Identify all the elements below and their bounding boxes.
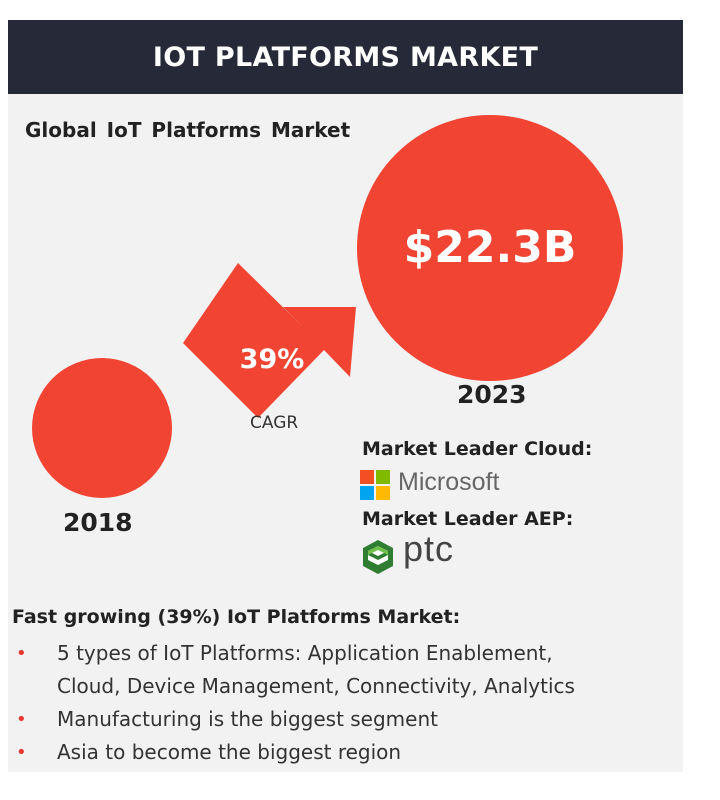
bullet-text: Manufacturing is the biggest segment <box>57 707 438 731</box>
ptc-wordmark: ptc <box>403 528 455 569</box>
bullet-text: 5 types of IoT Platforms: Application En… <box>57 641 553 665</box>
header-bar: IOT PLATFORMS MARKET <box>8 20 683 94</box>
microsoft-wordmark: Microsoft <box>398 468 500 496</box>
bullet-item: • Manufacturing is the biggest segment <box>12 703 662 736</box>
bullet-text: Cloud, Device Management, Connectivity, … <box>57 674 575 698</box>
bullet-dot-icon: • <box>16 742 27 763</box>
bullet-dot-icon: • <box>16 709 27 730</box>
bullet-text: Asia to become the biggest region <box>57 740 402 764</box>
market-leader-cloud-label: Market Leader Cloud: <box>362 438 593 460</box>
header-title: IOT PLATFORMS MARKET <box>152 41 539 73</box>
year-2018-label: 2018 <box>63 508 133 537</box>
year-2023-label: 2023 <box>457 380 527 409</box>
microsoft-logo-icon <box>360 470 390 500</box>
circle-2023 <box>357 115 623 381</box>
cagr-value: 39% <box>240 344 305 375</box>
subtitle: Global IoT Platforms Market <box>25 118 351 142</box>
bullet-item: • 5 types of IoT Platforms: Application E… <box>12 637 662 670</box>
bullets-title: Fast growing (39%) IoT Platforms Market: <box>12 606 461 628</box>
bullet-item-continuation: Cloud, Device Management, Connectivity, … <box>12 670 662 703</box>
cagr-label: CAGR <box>250 413 299 433</box>
market-leader-aep-label: Market Leader AEP: <box>362 508 574 530</box>
growth-arrow <box>183 263 356 418</box>
bullet-dot-icon: • <box>16 643 27 664</box>
bullet-list: • 5 types of IoT Platforms: Application E… <box>12 637 662 769</box>
circle-2018 <box>32 358 172 498</box>
ptc-logo-icon <box>363 540 393 574</box>
bullet-item: • Asia to become the biggest region <box>12 736 662 769</box>
value-2023: $22.3B <box>404 222 577 273</box>
